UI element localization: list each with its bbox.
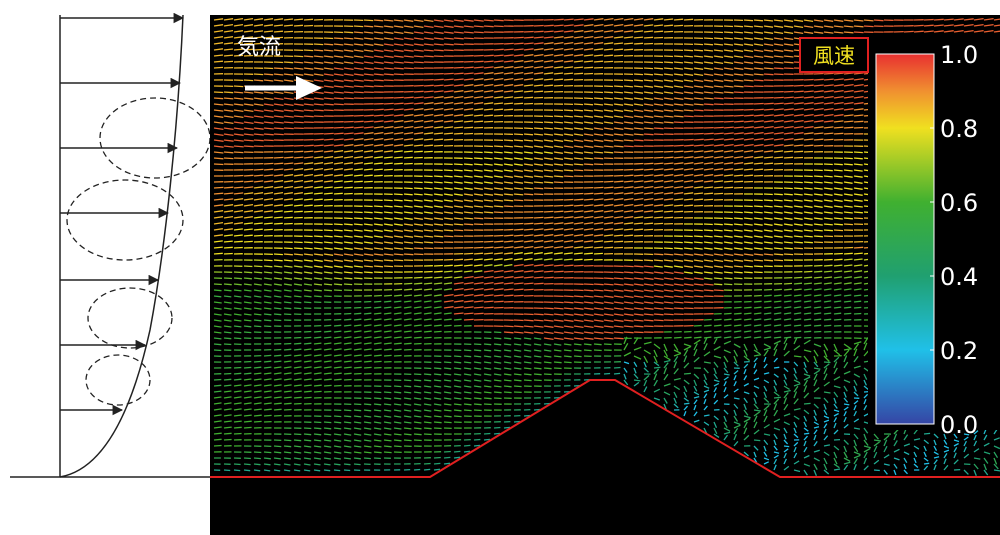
colorbar-tick-label: 1.0 [940, 41, 978, 69]
profile-diagram [10, 15, 210, 477]
colorbar-tick-label: 0.2 [940, 337, 978, 365]
flow-label: 気流 [237, 35, 281, 60]
colorbar-tick-label: 0.0 [940, 411, 978, 439]
colorbar-tick-label: 0.4 [940, 263, 978, 291]
colorbar [876, 54, 934, 424]
colorbar-tick-label: 0.8 [940, 115, 978, 143]
colorbar-tick-label: 0.6 [940, 189, 978, 217]
colorbar-title: 風速 [813, 44, 855, 68]
figure: 気流 風速 1.0 0.8 0.6 0.4 0.2 0.0 [0, 0, 1000, 535]
